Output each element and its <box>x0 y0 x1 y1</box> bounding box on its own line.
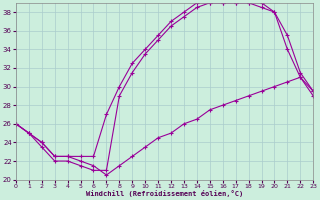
X-axis label: Windchill (Refroidissement éolien,°C): Windchill (Refroidissement éolien,°C) <box>86 190 243 197</box>
